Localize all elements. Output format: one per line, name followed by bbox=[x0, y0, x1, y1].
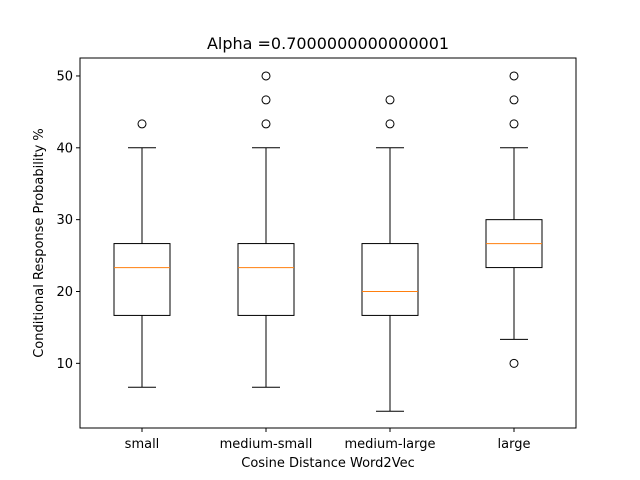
boxes-layer bbox=[113, 71, 543, 412]
flier-medium-small-2 bbox=[261, 71, 271, 81]
x-axis: small medium-small medium-large large bbox=[125, 428, 531, 452]
y-tick-label-20: 20 bbox=[56, 285, 73, 300]
x-tick-label-small: small bbox=[125, 437, 160, 452]
y-tick-label-10: 10 bbox=[56, 357, 73, 372]
x-tick-label-medium-large: medium-large bbox=[344, 437, 435, 452]
x-tick-label-large: large bbox=[498, 437, 531, 452]
box-medium-large bbox=[361, 95, 419, 412]
x-axis-label: Cosine Distance Word2Vec bbox=[241, 456, 414, 471]
box-medium-small bbox=[237, 71, 295, 388]
iqr-box-medium-large bbox=[361, 243, 419, 316]
y-tick-label-40: 40 bbox=[56, 141, 73, 156]
iqr-box-medium-small bbox=[237, 243, 295, 316]
flier-medium-small-0 bbox=[261, 119, 271, 129]
flier-medium-small-1 bbox=[261, 95, 271, 105]
iqr-box-small bbox=[113, 243, 171, 316]
x-tick-label-medium-small: medium-small bbox=[220, 437, 313, 452]
box-small bbox=[113, 119, 171, 388]
flier-large-3 bbox=[509, 71, 519, 81]
flier-small-0 bbox=[137, 119, 147, 129]
flier-large-1 bbox=[509, 119, 519, 129]
flier-medium-large-0 bbox=[385, 119, 395, 129]
y-axis: 10 20 30 40 50 bbox=[56, 69, 80, 372]
chart-title: Alpha =0.7000000000000001 bbox=[207, 34, 449, 53]
flier-large-0 bbox=[509, 358, 519, 368]
box-large bbox=[485, 71, 543, 368]
y-axis-label: Conditional Response Probability % bbox=[32, 128, 47, 358]
y-tick-label-50: 50 bbox=[56, 69, 73, 84]
y-tick-label-30: 30 bbox=[56, 213, 73, 228]
flier-medium-large-1 bbox=[385, 95, 395, 105]
flier-large-2 bbox=[509, 95, 519, 105]
plot-area-frame bbox=[79, 57, 577, 429]
